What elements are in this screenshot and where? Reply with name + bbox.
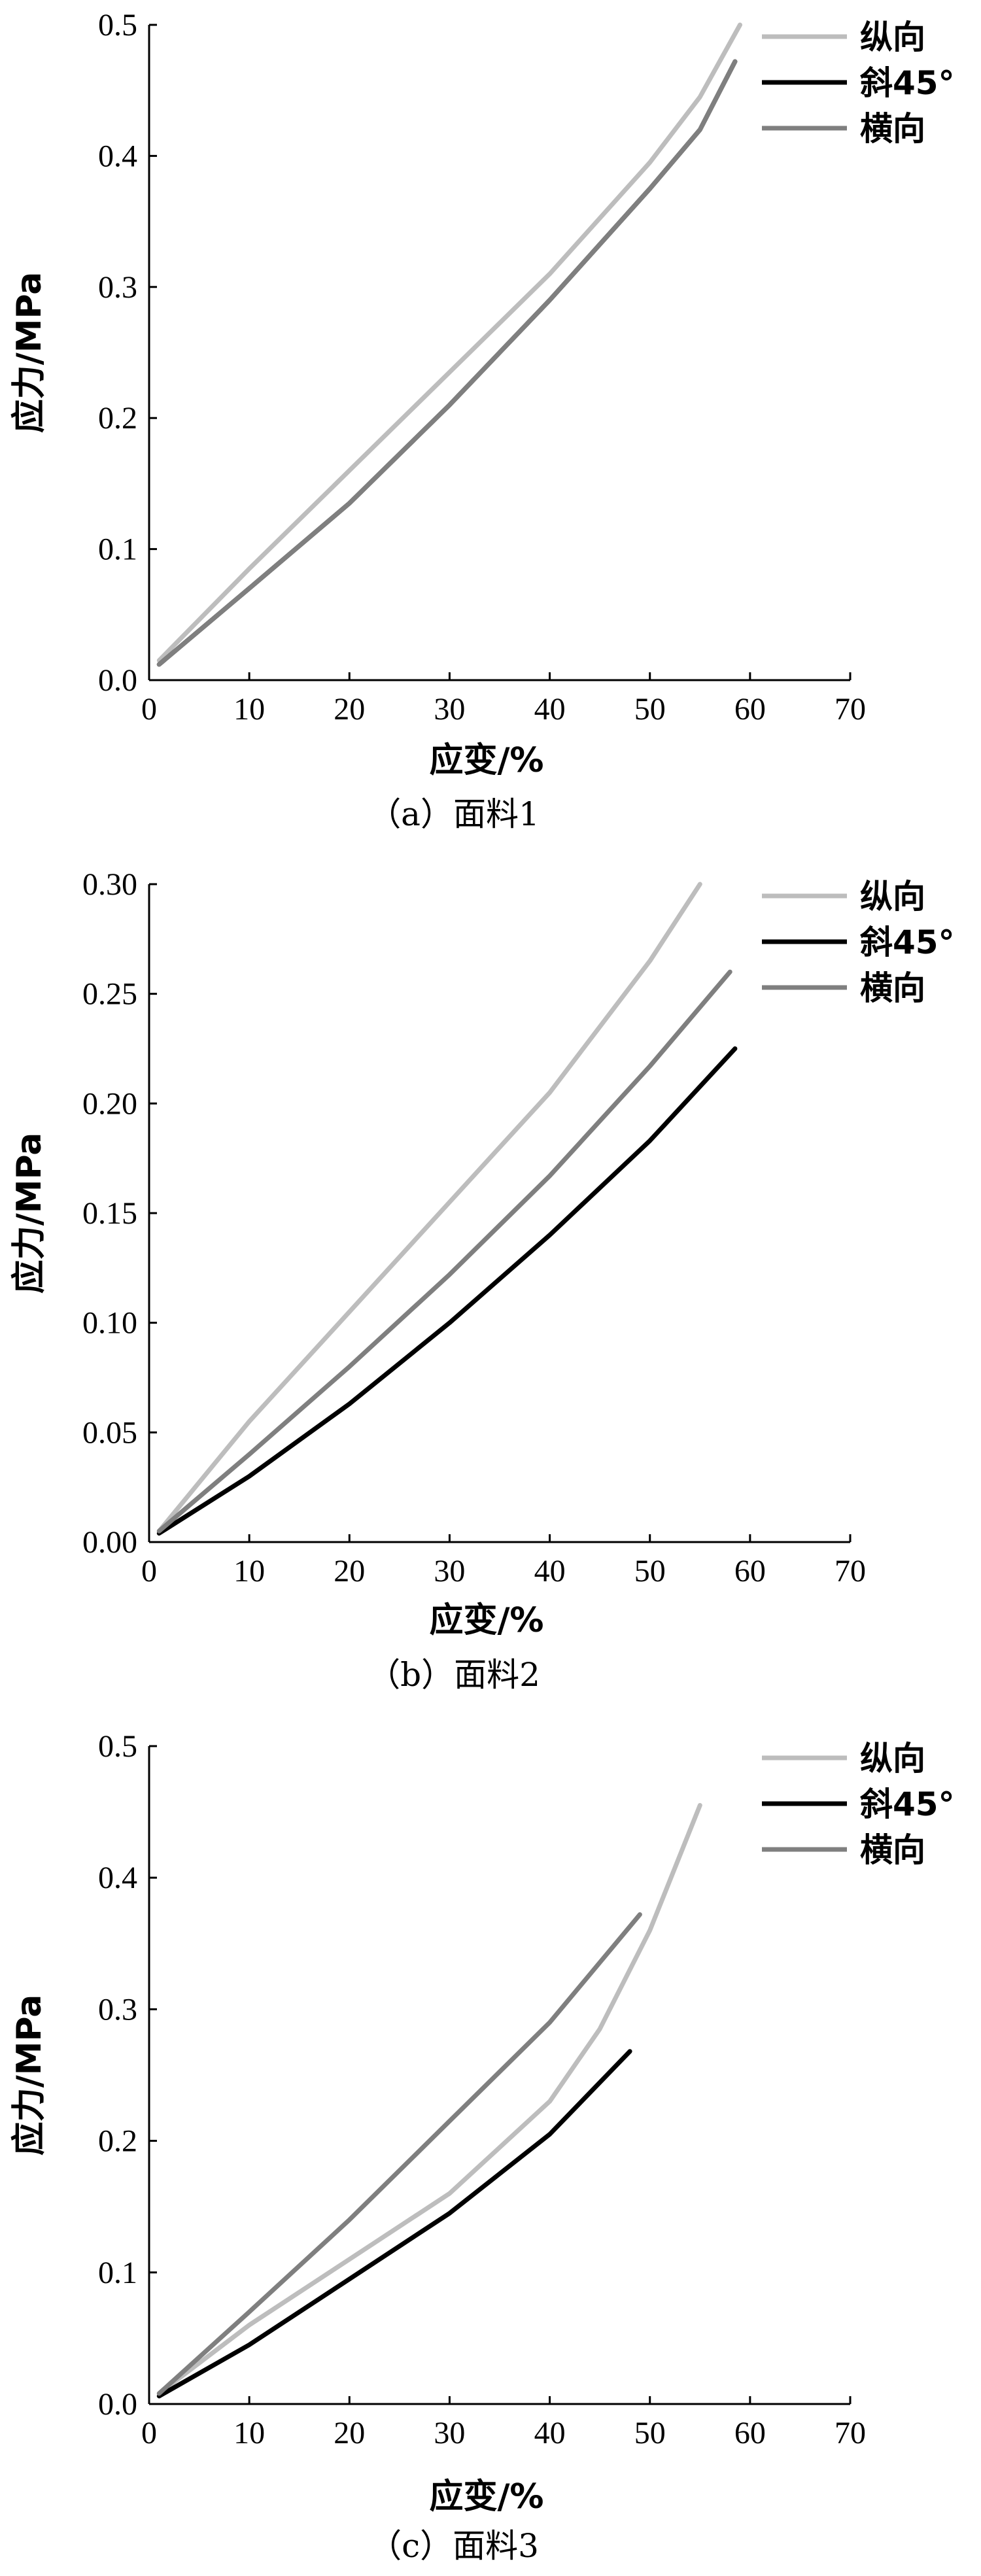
x-tick-label: 20: [334, 1554, 365, 1589]
legend-label: 横向: [860, 1831, 925, 1869]
y-axis-label: 应力/MPa: [10, 1995, 49, 2156]
panel-caption: （a）面料1: [368, 795, 540, 833]
x-tick-label: 30: [434, 1554, 465, 1589]
legend-label: 纵向: [860, 1740, 925, 1777]
chart-panel-a: 0 10 20 30 40 50 60 70 0.0 0.1 0.2 0.3 0.4 0.5 应变/% 应力/…: [10, 8, 955, 833]
y-tick-label: 0.20: [82, 1086, 137, 1121]
x-tick-label: 70: [835, 1554, 866, 1589]
legend-label: 斜45°: [860, 1785, 955, 1823]
x-tick-label: 50: [634, 1554, 666, 1589]
y-tick-label: 0.10: [82, 1306, 137, 1341]
x-tick-label: 30: [434, 692, 465, 727]
x-tick-label: 70: [835, 692, 866, 727]
x-tick-label: 60: [734, 2416, 766, 2450]
x-tick-label: 0: [141, 692, 157, 727]
series-line: [156, 22, 742, 663]
x-tick-label: 40: [534, 692, 566, 727]
series-line: [156, 2049, 632, 2399]
y-tick-label: 0.05: [82, 1415, 137, 1450]
y-tick-label: 0.4: [98, 1861, 137, 1895]
x-tick-label: 20: [334, 692, 365, 727]
y-tick-label: 0.4: [98, 139, 137, 173]
legend-label: 横向: [860, 110, 925, 148]
legend-label: 斜45°: [860, 64, 955, 102]
x-tick-label: 50: [634, 2416, 666, 2450]
x-tick-label: 20: [334, 2416, 365, 2450]
y-tick-label: 0.0: [98, 663, 137, 698]
x-tick-label: 40: [534, 2416, 566, 2450]
y-tick-label: 0.30: [82, 867, 137, 902]
x-tick-label: 10: [233, 692, 265, 727]
series-line: [156, 59, 738, 667]
x-tick-label: 10: [233, 1554, 265, 1589]
x-tick-label: 30: [434, 2416, 465, 2450]
panel-caption: （c）面料3: [369, 2527, 539, 2565]
y-tick-label: 0.00: [82, 1525, 137, 1560]
series-line: [156, 882, 702, 1534]
y-tick-label: 0.15: [82, 1196, 137, 1231]
x-tick-label: 40: [534, 1554, 566, 1589]
x-tick-label: 50: [634, 692, 666, 727]
legend-label: 斜45°: [860, 923, 955, 961]
x-tick-label: 60: [734, 692, 766, 727]
y-tick-label: 0.5: [98, 1729, 137, 1764]
panel-caption: （b）面料2: [368, 1656, 540, 1694]
chart-panel-c: 0 10 20 30 40 50 60 70 0.0 0.1 0.2 0.3 0.4 0.5 应变/% 应力/…: [10, 1729, 955, 2565]
y-tick-label: 0.0: [98, 2387, 137, 2422]
series-line: [156, 1803, 702, 2396]
y-tick-label: 0.1: [98, 532, 137, 567]
y-axis-label: 应力/MPa: [10, 272, 49, 434]
y-tick-label: 0.25: [82, 977, 137, 1012]
y-tick-label: 0.2: [98, 401, 137, 436]
x-axis-label: 应变/%: [429, 1601, 543, 1640]
series-line: [156, 969, 732, 1534]
x-axis-label: 应变/%: [429, 741, 543, 780]
y-tick-label: 0.1: [98, 2256, 137, 2290]
legend-label: 横向: [860, 969, 925, 1007]
y-tick-label: 0.3: [98, 1992, 137, 2027]
x-tick-label: 0: [141, 1554, 157, 1589]
x-tick-label: 70: [835, 2416, 866, 2450]
x-tick-label: 60: [734, 1554, 766, 1589]
y-tick-label: 0.5: [98, 8, 137, 43]
series-line: [156, 1046, 738, 1536]
x-tick-label: 10: [233, 2416, 265, 2450]
y-axis-label: 应力/MPa: [10, 1133, 49, 1294]
x-tick-label: 0: [141, 2416, 157, 2450]
legend-label: 纵向: [860, 18, 925, 56]
chart-panel-b: 0 10 20 30 40 50 60 70 0.00 0.05 0.10 0.15 0.20 0.25 0…: [10, 867, 955, 1694]
x-axis-label: 应变/%: [429, 2477, 543, 2516]
legend-label: 纵向: [860, 878, 925, 916]
y-tick-label: 0.2: [98, 2124, 137, 2159]
y-tick-label: 0.3: [98, 270, 137, 305]
series-line: [156, 1912, 642, 2396]
